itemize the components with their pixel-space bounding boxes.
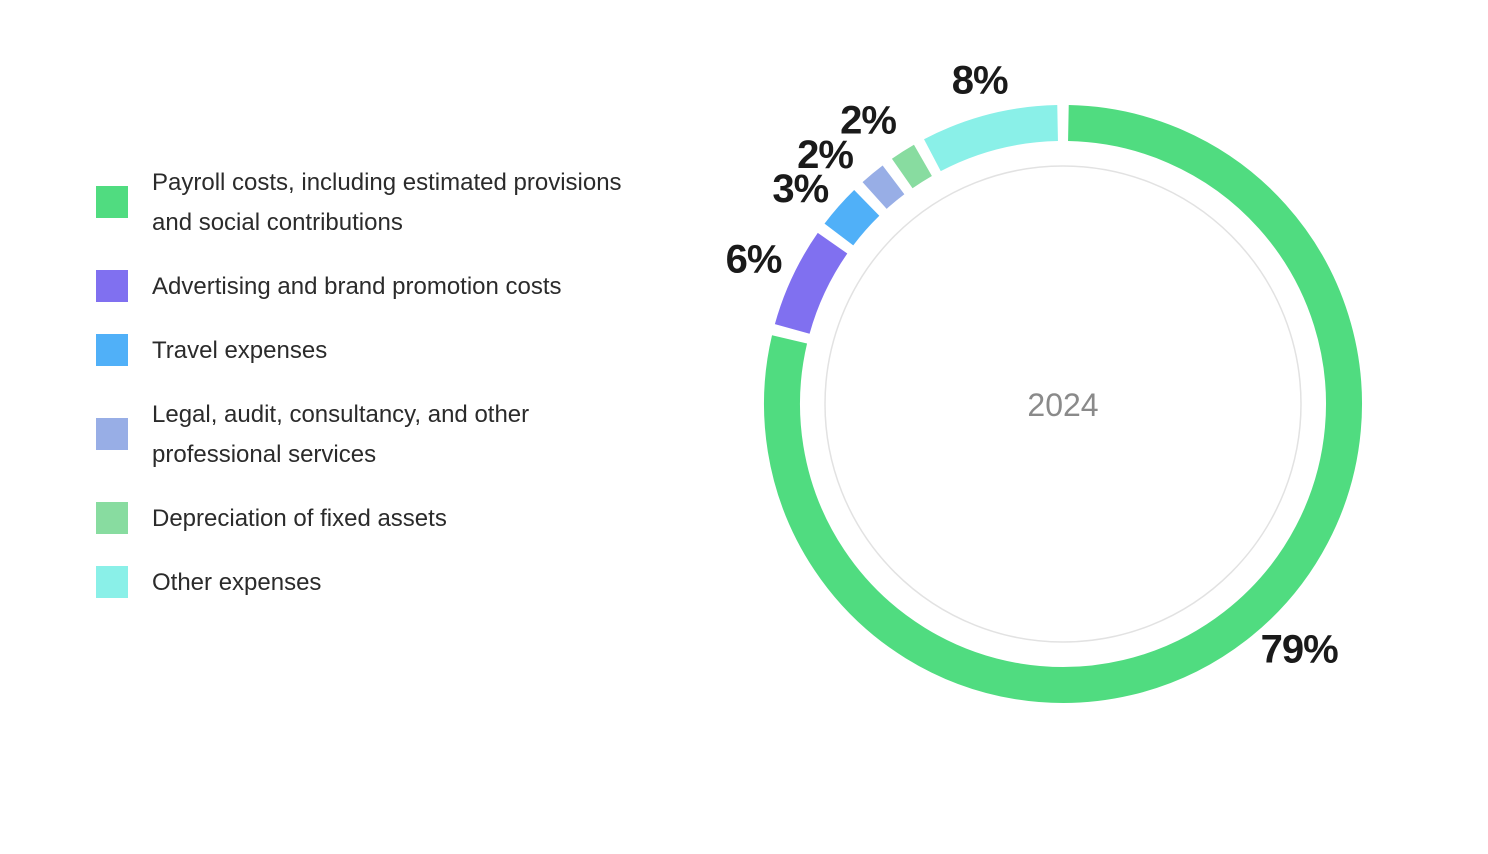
value-label-depreciation: 2% bbox=[840, 98, 896, 142]
legend-swatch-payroll bbox=[96, 186, 128, 218]
donut-slice-payroll bbox=[764, 105, 1362, 703]
chart-legend: Payroll costs, including estimated provi… bbox=[96, 0, 696, 854]
inner-reference-ring bbox=[824, 165, 1302, 643]
legend-label-payroll: Payroll costs, including estimated provi… bbox=[152, 169, 622, 236]
donut-slice-advertising bbox=[774, 232, 848, 335]
donut-slices bbox=[764, 105, 1362, 703]
value-label-travel: 3% bbox=[772, 167, 828, 211]
legend-swatch-other bbox=[96, 566, 128, 598]
value-label-payroll: 79% bbox=[1261, 628, 1338, 672]
donut-slice-travel bbox=[824, 190, 880, 246]
legend-label-legal: Legal, audit, consultancy, and other pro… bbox=[152, 401, 530, 468]
legend-swatch-travel bbox=[96, 334, 128, 366]
value-label-other: 8% bbox=[952, 59, 1008, 103]
donut-slice-legal bbox=[862, 165, 905, 209]
donut-slice-other bbox=[924, 105, 1059, 172]
legend-label-travel: Travel expenses bbox=[152, 337, 328, 364]
legend-label-other: Other expenses bbox=[152, 569, 322, 596]
value-label-advertising: 6% bbox=[726, 237, 782, 281]
value-label-legal: 2% bbox=[797, 133, 853, 177]
legend-label-advertising: Advertising and brand promotion costs bbox=[152, 273, 562, 300]
donut-slice-depreciation bbox=[891, 144, 933, 189]
legend-swatch-depreciation bbox=[96, 502, 128, 534]
donut-value-labels: 79%6%3%2%2%8% bbox=[726, 59, 1340, 672]
center-year-label: 2024 bbox=[1027, 387, 1098, 423]
legend-swatch-advertising bbox=[96, 270, 128, 302]
donut-chart: 2024 79%6%3%2%2%8% bbox=[726, 59, 1362, 703]
legend-swatch-legal bbox=[96, 418, 128, 450]
legend-label-depreciation: Depreciation of fixed assets bbox=[152, 505, 447, 532]
